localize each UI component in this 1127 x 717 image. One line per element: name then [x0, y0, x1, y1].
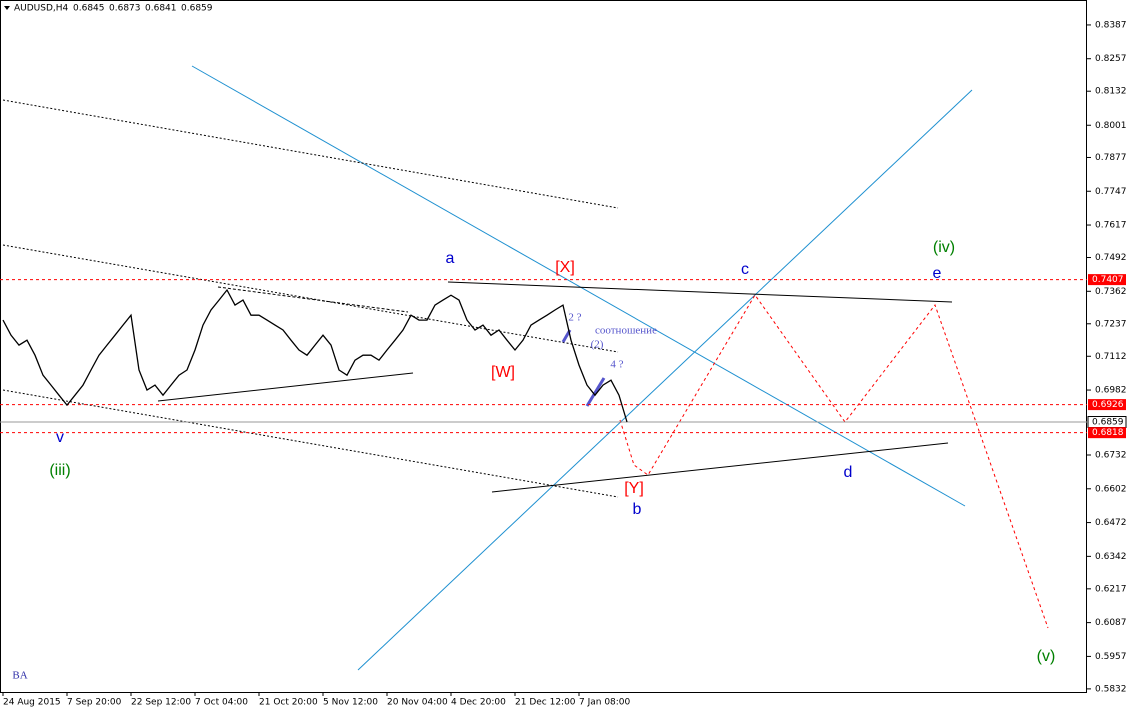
price-tag-label: 0.6818: [1092, 428, 1124, 438]
x-tick-label: 24 Aug 2015: [3, 698, 61, 708]
y-tick-label: 0.8001: [1095, 121, 1127, 131]
ohlc-open: 0.6845: [73, 4, 105, 14]
price-tag-label: 0.6926: [1092, 400, 1124, 410]
wave-label: (iii): [49, 462, 70, 479]
y-tick-label: 0.6732: [1095, 451, 1127, 461]
wave-label: v: [56, 429, 64, 446]
x-tick-label: 5 Nov 12:00: [323, 698, 378, 708]
channel-line: [2, 99, 619, 209]
wave-label: [X]: [555, 259, 575, 276]
ohlc-close: 0.6859: [181, 4, 213, 14]
drawings: [2, 65, 1049, 671]
x-tick-label: 4 Dec 20:00: [451, 698, 506, 708]
y-tick-label: 0.5957: [1095, 652, 1127, 662]
wave-label: e: [933, 265, 942, 282]
y-tick-label: 0.5832: [1095, 684, 1127, 694]
wave-label: 4 ?: [610, 359, 623, 371]
wave-label: b: [633, 501, 642, 518]
price-tag-label: 0.6859: [1092, 418, 1124, 428]
wave-label: [W]: [491, 364, 515, 381]
trend-line: [357, 89, 973, 671]
x-tick-label: 21 Dec 12:00: [515, 698, 576, 708]
price-line-series: [2, 288, 628, 423]
y-tick-label: 0.8132: [1095, 87, 1127, 97]
y-tick-label: 0.7492: [1095, 253, 1127, 263]
chart-title: AUDUSD,H4: [14, 4, 69, 14]
price-tag: [1088, 427, 1126, 439]
wave-label: (iv): [933, 239, 955, 256]
channel-line: [2, 244, 619, 353]
x-tick-label: 20 Nov 04:00: [387, 698, 448, 708]
trend-line: [217, 286, 409, 313]
y-tick-label: 0.6342: [1095, 552, 1127, 562]
trend-line: [157, 372, 414, 402]
menu-arrow: [4, 6, 10, 10]
y-tick-label: 0.6982: [1095, 386, 1127, 396]
y-tick-label: 0.7747: [1095, 187, 1127, 197]
ohlc-high: 0.6873: [109, 4, 141, 14]
trend-line: [491, 442, 949, 493]
x-tick-label: 7 Sep 20:00: [67, 698, 122, 708]
plot-frame: [0, 0, 1087, 693]
channel-line: [2, 389, 619, 498]
y-tick-label: 0.7237: [1095, 319, 1127, 329]
y-tick-label: 0.7617: [1095, 221, 1127, 231]
wave-label: соотношение: [595, 325, 657, 337]
wave-label: [Y]: [624, 480, 644, 497]
y-tick-label: 0.8257: [1095, 54, 1127, 64]
price-tag: [1088, 274, 1126, 286]
x-tick-label: 7 Oct 04:00: [195, 698, 248, 708]
x-tick-label: 22 Sep 12:00: [131, 698, 191, 708]
forecast-path: [619, 294, 1049, 629]
price-tag: [1088, 399, 1126, 411]
price-tag-label: 0.7407: [1092, 275, 1124, 285]
wave-label: 2 ?: [568, 312, 581, 324]
x-tick-label: 7 Jan 08:00: [579, 698, 631, 708]
wave-label: a: [446, 250, 455, 267]
y-tick-label: 0.6472: [1095, 518, 1127, 528]
y-tick-label: 0.6602: [1095, 484, 1127, 494]
y-tick-label: 0.6217: [1095, 584, 1127, 594]
trend-line: [447, 281, 953, 303]
y-tick-label: 0.8387: [1095, 20, 1127, 30]
wave-label: (2): [591, 339, 604, 351]
wave-label: c: [741, 261, 749, 278]
y-tick-label: 0.6087: [1095, 618, 1127, 628]
wave-label: d: [844, 464, 853, 481]
y-tick-label: 0.7112: [1095, 352, 1127, 362]
wave-label: (v): [1037, 648, 1056, 665]
y-tick-label: 0.7362: [1095, 287, 1127, 297]
ohlc-low: 0.6841: [145, 4, 177, 14]
y-tick-label: 0.7877: [1095, 153, 1127, 163]
x-tick-label: 21 Oct 20:00: [259, 698, 318, 708]
wave-mark: [585, 377, 606, 407]
wave-label: BA: [12, 670, 27, 682]
